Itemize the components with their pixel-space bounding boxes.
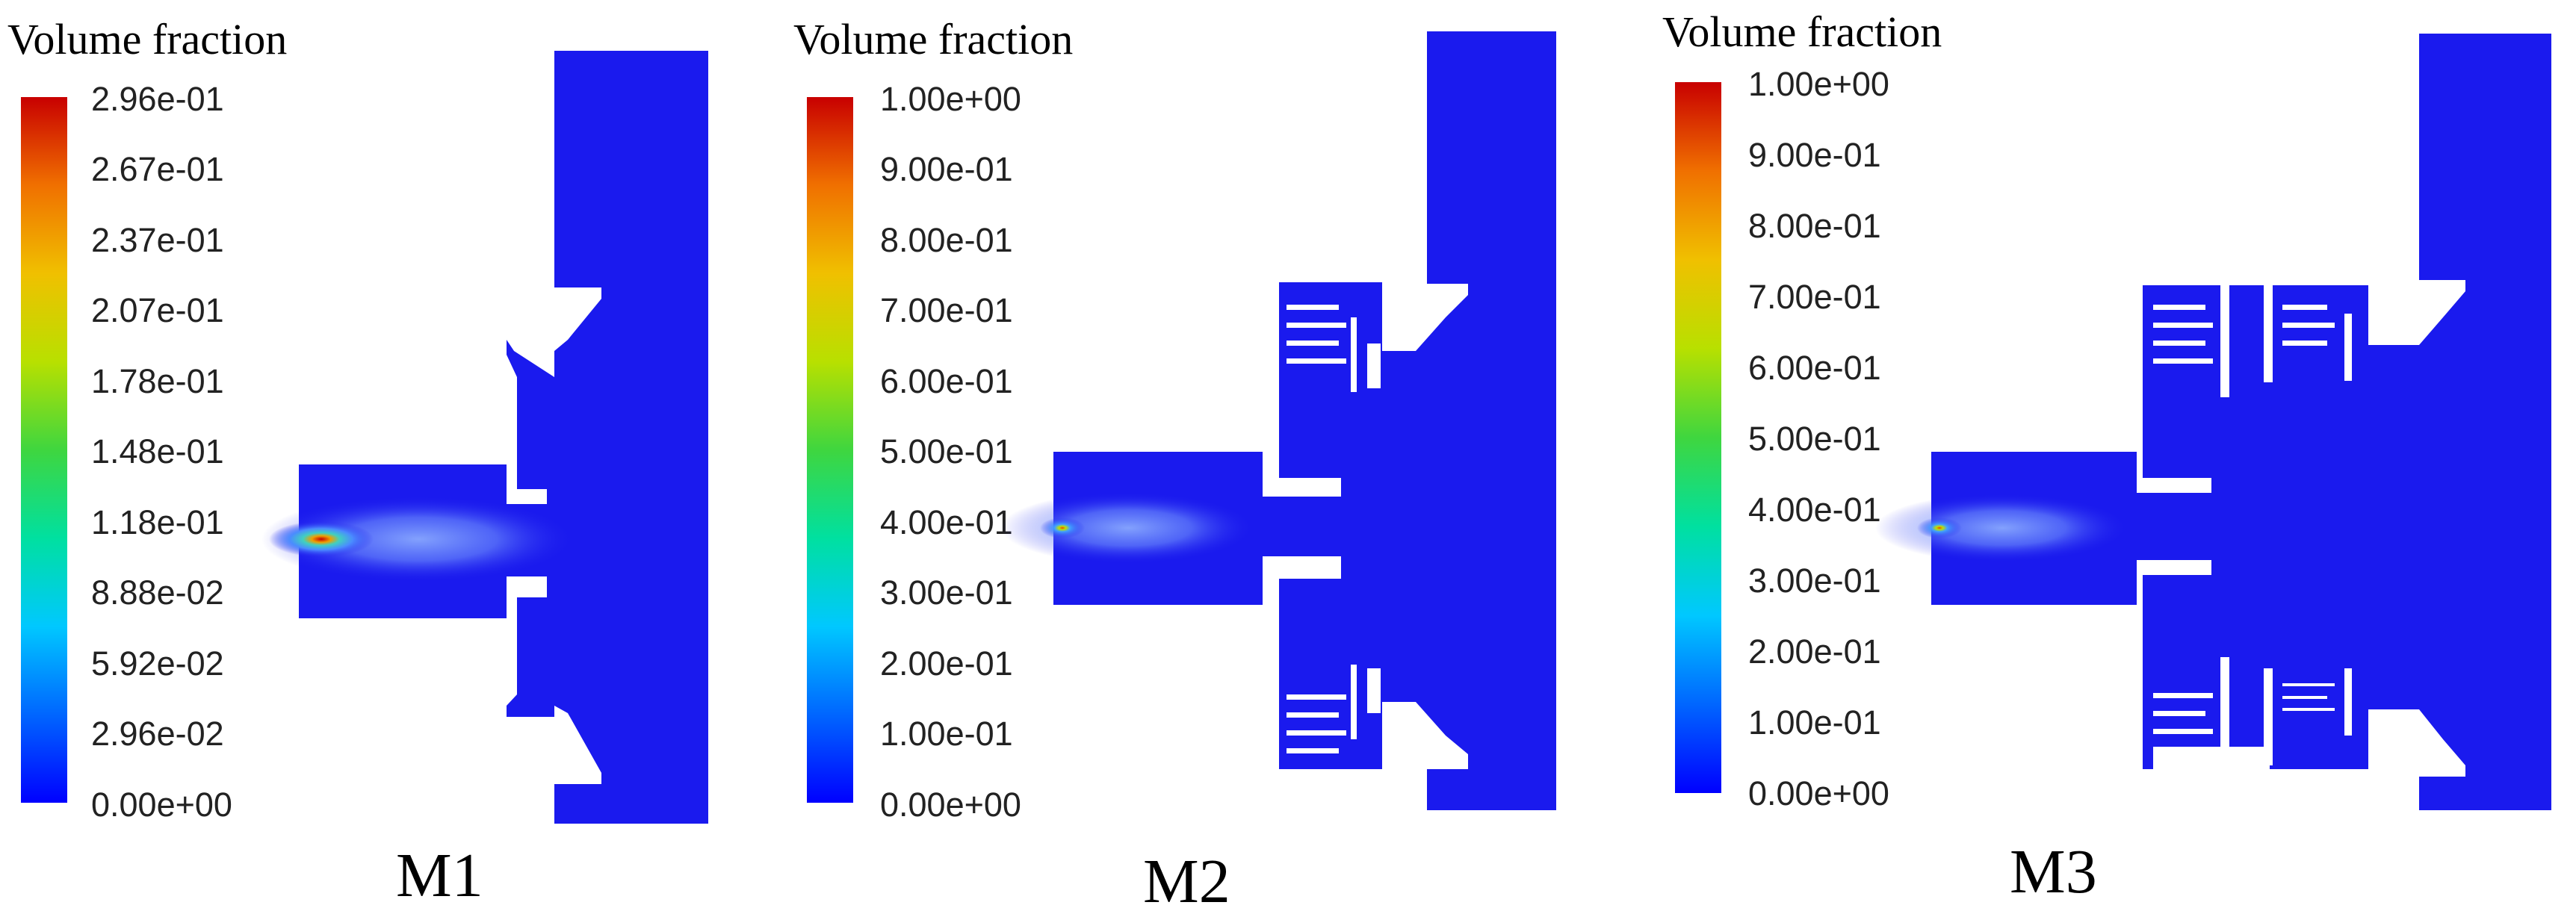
tick-label: 1.78e-01 [91, 362, 224, 400]
colorbar-m2 [807, 97, 853, 803]
legend-m1: Volume fraction 2.96e-01 2.67e-01 2.37e-… [7, 15, 287, 824]
labyrinth-upper-m3 [2153, 285, 2352, 397]
tick-label: 4.00e-01 [1748, 491, 1881, 529]
tick-label: 5.00e-01 [880, 432, 1013, 470]
labyrinth-upper-m2 [1287, 305, 1381, 392]
tick-label: 1.48e-01 [91, 432, 224, 470]
panel-label-m2: M2 [1143, 847, 1230, 914]
geometry-m2 [1001, 31, 1556, 810]
tick-label: 3.00e-01 [880, 573, 1013, 612]
tick-label: 0.00e+00 [1748, 774, 1889, 812]
panel-label-m1: M1 [396, 841, 483, 910]
legend-title-m1: Volume fraction [7, 15, 287, 63]
jet-core-m3 [1917, 517, 1962, 538]
plume-m1 [261, 496, 575, 582]
legend-title-m2: Volume fraction [793, 15, 1073, 63]
tick-label: 0.00e+00 [91, 786, 232, 824]
panel-label-m3: M3 [2010, 837, 2097, 907]
tick-label: 5.00e-01 [1748, 420, 1881, 458]
tick-label: 8.88e-02 [91, 573, 224, 612]
tick-label: 1.00e+00 [1748, 65, 1889, 103]
legend-m2: Volume fraction 1.00e+00 9.00e-01 8.00e-… [793, 15, 1073, 824]
labyrinth-lower-m2 [1287, 665, 1381, 753]
tick-label: 9.00e-01 [1748, 136, 1881, 174]
geometry-m3 [1875, 34, 2551, 810]
tick-label: 3.00e-01 [1748, 562, 1881, 600]
ticks-m2: 1.00e+00 9.00e-01 8.00e-01 7.00e-01 6.00… [880, 80, 1021, 824]
colorbar-m3 [1675, 82, 1721, 793]
plume-m2 [1001, 492, 1255, 564]
colorbar-m1 [21, 97, 67, 803]
tick-label: 4.00e-01 [880, 503, 1013, 541]
tick-label: 8.00e-01 [880, 221, 1013, 259]
tick-label: 5.92e-02 [91, 644, 224, 683]
legend-title-m3: Volume fraction [1662, 7, 1942, 56]
tick-label: 2.96e-01 [91, 80, 224, 118]
tick-label: 2.00e-01 [1748, 632, 1881, 671]
tick-label: 2.96e-02 [91, 715, 224, 753]
fluid-domain-m2 [1053, 31, 1556, 810]
ticks-m1: 2.96e-01 2.67e-01 2.37e-01 2.07e-01 1.78… [91, 80, 232, 824]
panel-m2: Volume fraction 1.00e+00 9.00e-01 8.00e-… [793, 15, 1556, 914]
tick-label: 1.00e+00 [880, 80, 1021, 118]
tick-label: 8.00e-01 [1748, 207, 1881, 245]
tick-label: 0.00e+00 [880, 786, 1021, 824]
jet-core-m1 [269, 521, 374, 557]
tick-label: 2.37e-01 [91, 221, 224, 259]
tick-label: 7.00e-01 [1748, 278, 1881, 316]
panel-m3: Volume fraction 1.00e+00 9.00e-01 8.00e-… [1662, 7, 2551, 907]
legend-m3: Volume fraction 1.00e+00 9.00e-01 8.00e-… [1662, 7, 1942, 812]
ticks-m3: 1.00e+00 9.00e-01 8.00e-01 7.00e-01 6.00… [1748, 65, 1889, 812]
tick-label: 7.00e-01 [880, 291, 1013, 329]
panel-m1: Volume fraction 2.96e-01 2.67e-01 2.37e-… [7, 15, 708, 910]
tick-label: 1.18e-01 [91, 503, 224, 541]
tick-label: 1.00e-01 [1748, 703, 1881, 742]
tick-label: 1.00e-01 [880, 715, 1013, 753]
jet-core-m2 [1040, 517, 1085, 538]
tick-label: 6.00e-01 [880, 362, 1013, 400]
plume-m3 [1875, 494, 2129, 562]
geometry-m1 [261, 51, 708, 824]
tick-label: 6.00e-01 [1748, 349, 1881, 387]
labyrinth-lower-m3 [2153, 657, 2352, 769]
tick-label: 2.00e-01 [880, 644, 1013, 683]
tick-label: 2.67e-01 [91, 150, 224, 188]
tick-label: 2.07e-01 [91, 291, 224, 329]
fluid-domain-m3 [1931, 34, 2551, 810]
fluid-domain-m1 [299, 51, 708, 824]
tick-label: 9.00e-01 [880, 150, 1013, 188]
